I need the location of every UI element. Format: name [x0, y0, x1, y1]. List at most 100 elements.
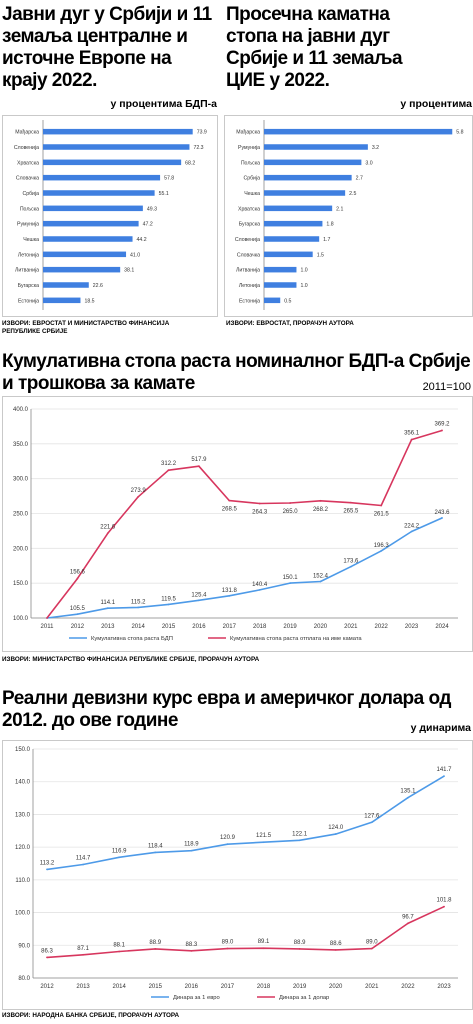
chart4-legend-label-2: Динара за 1 долар: [279, 995, 329, 1001]
chart3-source: ИЗВОРИ: МИНИСТАРСТВО ФИНАНСИЈА РЕПУБЛИКЕ…: [2, 656, 260, 663]
chart3-series-1-point: [106, 607, 109, 610]
chart2-value-label: 2.5: [349, 191, 356, 197]
chart1-value-label: 44.2: [137, 237, 147, 243]
chart3-series-2-point: [258, 502, 261, 505]
chart1-value-label: 47.2: [143, 222, 153, 228]
chart4-x-tick: 2022: [401, 984, 415, 990]
chart3-series-1-point: [289, 582, 291, 584]
chart3-series-2-point: [76, 577, 79, 580]
chart3-series-1-data-label: 150.1: [283, 575, 299, 581]
chart2-value-label: 1.5: [317, 252, 324, 258]
chart2-category-label: Чешка: [244, 191, 260, 197]
chart3-x-tick: 2014: [131, 624, 145, 630]
chart2-category-label: Пољска: [241, 160, 260, 166]
chart2-unit: у процентима: [400, 98, 472, 110]
chart4-series-2-point: [118, 950, 121, 953]
chart3-series-2-data-label: 221.6: [100, 524, 116, 530]
chart3-series-1-point: [137, 606, 140, 609]
chart4-series-2-data-label: 87.1: [77, 946, 89, 952]
chart3-series-2-point: [410, 438, 413, 441]
chart2-title: Просечна каматна стопа на јавни дуг Срби…: [226, 4, 403, 91]
chart4-x-tick: 2014: [113, 984, 127, 990]
chart3-x-tick: 2011: [41, 624, 55, 630]
chart1-category-label: Естонија: [18, 298, 39, 304]
chart3-series-1-data-label: 131.8: [222, 588, 238, 594]
chart2-bar: [264, 297, 281, 304]
chart4-source: ИЗВОРИ: НАРОДНА БАНКА СРБИЈЕ, ПРОРАЧУН А…: [2, 1012, 180, 1019]
chart2-value-label: 1.0: [300, 283, 307, 289]
chart4-series-1-line: [46, 775, 445, 871]
chart3-series-2-point: [228, 499, 231, 502]
chart2-bar: [264, 174, 352, 181]
chart3-series-1-point: [441, 517, 443, 519]
chart3-series-1-data-label: 140.4: [252, 582, 268, 588]
chart3-series-2-data-label: 261.5: [374, 511, 390, 517]
chart4-series-2-point: [154, 947, 157, 950]
chart1-svg: Мађарска 73.9 Словенија 72.3 Хрватска 68.2 Сло…: [14, 120, 207, 310]
chart4-series-2-data-label: 89.0: [222, 940, 234, 946]
chart3-series-2-data-label: 356.1: [404, 431, 420, 437]
chart1-value-label: 22.6: [93, 283, 103, 289]
chart4-x-tick: 2018: [257, 984, 271, 990]
chart2-bar: [264, 220, 323, 227]
chart3-y-tick: 100.0: [13, 616, 29, 622]
chart2-category-label: Словачка: [237, 252, 260, 258]
chart3-series-2-point: [289, 502, 291, 504]
chart4-series-2-data-label: 88.6: [330, 941, 342, 947]
chart2-panel: Мађарска 5.8 Румунија 3.2 Пољска 3.0 Србија 2.7…: [224, 115, 473, 317]
chart4-series-2-line: [46, 905, 445, 959]
chart4-series-2-data-label: 88.9: [149, 940, 161, 946]
chart4-x-tick: 2015: [149, 984, 163, 990]
chart2-category-label: Бугарска: [239, 222, 260, 228]
chart4-series-2-point: [370, 947, 373, 950]
chart3-x-tick: 2022: [375, 624, 389, 630]
chart2-bar: [264, 159, 362, 166]
chart2-bar: [264, 236, 320, 242]
chart4-series-2-point: [46, 956, 48, 959]
chart3-series-2-point: [137, 495, 140, 498]
chart3-y-tick: 400.0: [13, 407, 29, 413]
chart4-series-2-point: [82, 953, 84, 956]
chart4-series-1-data-label: 122.1: [292, 831, 308, 837]
chart4-series-1-point: [407, 796, 409, 799]
chart1-title: Јавни дуг у Србији и 11 земаља централне…: [2, 4, 212, 91]
chart1-bar: [43, 174, 161, 181]
chart3-series-1-data-label: 105.5: [70, 606, 86, 612]
chart4-x-tick: 2023: [437, 984, 451, 990]
chart4-series-1-point: [226, 843, 229, 846]
chart3-x-tick: 2013: [101, 624, 115, 630]
chart3-series-2-data-label: 268.5: [222, 507, 238, 513]
chart1-category-label: Словачка: [16, 176, 39, 182]
chart4-y-tick: 80.0: [18, 976, 30, 982]
chart4-series-1-data-label: 113.2: [40, 860, 55, 866]
chart3-series-1-data-label: 115.2: [131, 599, 146, 605]
chart3-series-2-line: [46, 429, 443, 619]
chart2-category-label: Мађарска: [236, 130, 260, 136]
chart1-value-label: 55.1: [159, 191, 169, 197]
chart1-unit: у процентима БДП-а: [110, 98, 217, 110]
chart4-series-1-data-label: 120.9: [220, 835, 236, 841]
chart3-series-1-data-label: 173.6: [343, 559, 359, 565]
chart3-x-tick: 2024: [435, 624, 449, 630]
chart4-y-tick: 110.0: [15, 878, 30, 884]
chart3-x-tick: 2021: [344, 624, 358, 630]
chart4-series-2-point: [407, 922, 409, 925]
chart2-category-label: Румунија: [238, 145, 260, 151]
chart4-unit: у динарима: [410, 722, 471, 734]
chart4-series-2-point: [443, 905, 445, 908]
chart4-series-1-data-label: 114.7: [76, 855, 91, 861]
chart3-y-tick: 250.0: [13, 512, 29, 518]
chart4-series-2-point: [298, 947, 301, 950]
chart4-series-2-point: [262, 947, 265, 950]
chart3-x-tick: 2015: [162, 624, 176, 630]
chart1-bar: [43, 144, 190, 150]
chart3-y-tick: 300.0: [13, 477, 29, 483]
chart1-value-label: 49.3: [147, 206, 157, 212]
chart3-series-2-data-label: 369.2: [434, 421, 450, 427]
chart4-series-2-data-label: 88.1: [113, 943, 125, 949]
chart4-y-tick: 150.0: [15, 747, 31, 753]
chart3-series-1-point: [349, 565, 352, 568]
chart2-category-label: Словенија: [235, 237, 260, 243]
chart1-bar: [43, 282, 89, 288]
chart1-category-label: Хрватска: [17, 160, 39, 166]
